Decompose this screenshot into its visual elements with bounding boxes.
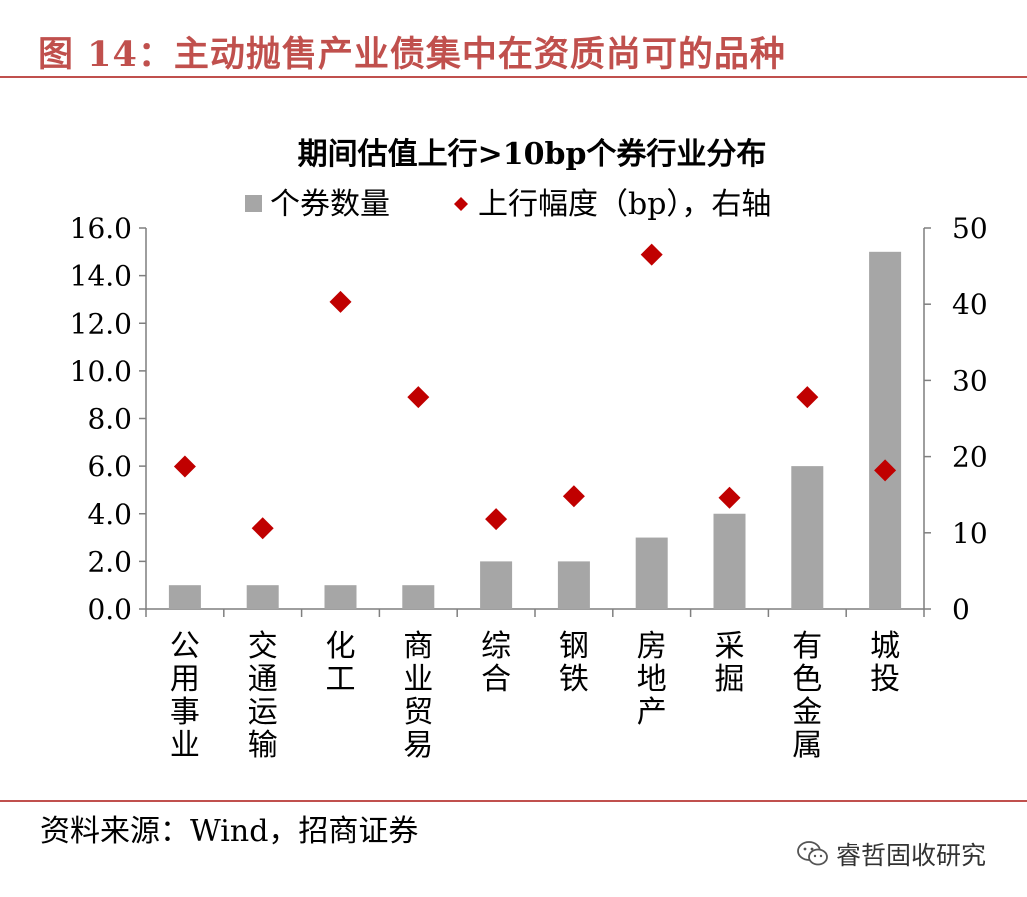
x-tick-label: 交通运输 [248, 629, 278, 763]
x-tick-label: 城投 [870, 629, 900, 697]
scatter-point [640, 243, 663, 266]
x-tick-label-char: 贸 [403, 695, 433, 730]
bar [246, 585, 279, 609]
x-tick-label-char: 运 [248, 695, 278, 730]
x-tick-label-char: 综 [481, 629, 511, 664]
scatter-point [718, 486, 741, 509]
x-tick-label-char: 投 [870, 662, 900, 697]
x-tick-label-char: 采 [715, 629, 745, 664]
x-tick-label-char: 城 [870, 629, 900, 664]
x-tick-label-char: 交 [248, 629, 278, 664]
left-tick-label: 4.0 [87, 498, 132, 531]
scatter-point [329, 290, 352, 313]
x-tick-label-char: 属 [792, 728, 822, 763]
bar [869, 251, 902, 609]
x-tick-label: 有色金属 [792, 629, 822, 763]
bar [168, 585, 201, 609]
x-tick-label: 公用事业 [170, 629, 200, 763]
chart: 期间估值上行>10bp个券行业分布 个券数量 上行幅度（bp），右轴 0.0 2.0… [70, 137, 988, 763]
bar [480, 561, 513, 609]
x-tick-label-char: 地 [637, 662, 667, 697]
scatter-point [407, 386, 430, 409]
figure-title: 图 14：主动抛售产业债集中在资质尚可的品种 [38, 34, 786, 75]
x-tick-label-char: 房 [637, 629, 667, 664]
bar [324, 585, 357, 609]
watermark-text: 睿哲固收研究 [836, 841, 987, 870]
x-tick-label-char: 有 [792, 629, 822, 664]
right-tick-label: 20 [952, 441, 988, 474]
scatter-point [562, 485, 585, 508]
left-tick-label: 6.0 [87, 450, 132, 483]
x-tick-label-char: 色 [792, 662, 822, 697]
bar [635, 537, 668, 609]
bar [557, 561, 590, 609]
x-tick-label: 综合 [481, 629, 511, 697]
watermark: 睿哲固收研究 [796, 836, 986, 872]
source-note: 资料来源：Wind，招商证券 [40, 814, 419, 849]
left-tick-label: 2.0 [87, 545, 132, 578]
x-tick-label-char: 易 [403, 728, 433, 763]
x-tick-label-char: 合 [481, 662, 511, 697]
x-tick-label: 采掘 [715, 629, 745, 697]
x-tick-label-char: 公 [170, 629, 200, 664]
legend-bar-swatch [245, 195, 262, 212]
x-tick-label-char: 业 [170, 728, 200, 763]
scatter-point [173, 455, 196, 478]
axes: 0.0 2.0 4.0 6.0 8.0 10.0 12.0 14.0 16.0 0 10 20 30 40… [70, 212, 988, 626]
left-tick-label: 14.0 [70, 260, 132, 293]
scatter-point [485, 508, 508, 531]
scatter-point [874, 459, 897, 482]
right-tick-label: 10 [952, 517, 988, 550]
left-tick-label: 16.0 [70, 212, 132, 245]
bar [713, 513, 746, 609]
x-tick-label: 商业贸易 [403, 629, 433, 763]
x-tick-label-char: 事 [170, 695, 200, 730]
bars [168, 251, 902, 609]
scatter-point [251, 517, 274, 540]
x-tick-label-char: 业 [403, 662, 433, 697]
right-tick-label: 50 [952, 212, 988, 245]
title-rule [0, 76, 1027, 78]
left-tick-label: 8.0 [87, 403, 132, 436]
x-tick-label-char: 钢 [559, 629, 589, 664]
x-tick-label-char: 产 [637, 695, 667, 730]
x-tick-label-char: 金 [792, 695, 822, 730]
x-tick-label-char: 商 [403, 629, 433, 664]
x-tick-label-char: 化 [326, 629, 356, 664]
left-tick-label: 0.0 [87, 593, 132, 626]
legend: 个券数量 上行幅度（bp），右轴 [245, 187, 771, 222]
chart-title: 期间估值上行>10bp个券行业分布 [298, 137, 767, 172]
legend-diamond-label: 上行幅度（bp），右轴 [478, 187, 771, 222]
x-tick-label: 钢铁 [559, 629, 589, 697]
x-tick-label-char: 输 [248, 728, 278, 763]
scatter-point [796, 386, 819, 409]
x-tick-label-char: 铁 [559, 662, 589, 697]
x-tick-label-char: 用 [170, 662, 200, 697]
wechat-icon [797, 841, 828, 866]
points [173, 243, 897, 540]
legend-bar-label: 个券数量 [270, 187, 390, 222]
left-tick-label: 12.0 [70, 307, 132, 340]
x-tick-label-char: 掘 [715, 662, 745, 697]
x-tick-label: 化工 [326, 629, 356, 697]
x-tick-label: 房地产 [637, 629, 667, 730]
x-tick-label-char: 工 [326, 662, 356, 697]
right-tick-label: 0 [952, 593, 970, 626]
right-tick-label: 40 [952, 288, 988, 321]
left-tick-label: 10.0 [70, 355, 132, 388]
x-tick-label-char: 通 [248, 662, 278, 697]
bar [791, 466, 824, 609]
bar [402, 585, 435, 609]
legend-diamond-swatch [454, 197, 468, 211]
right-tick-label: 30 [952, 364, 988, 397]
footer-rule [0, 800, 1027, 802]
